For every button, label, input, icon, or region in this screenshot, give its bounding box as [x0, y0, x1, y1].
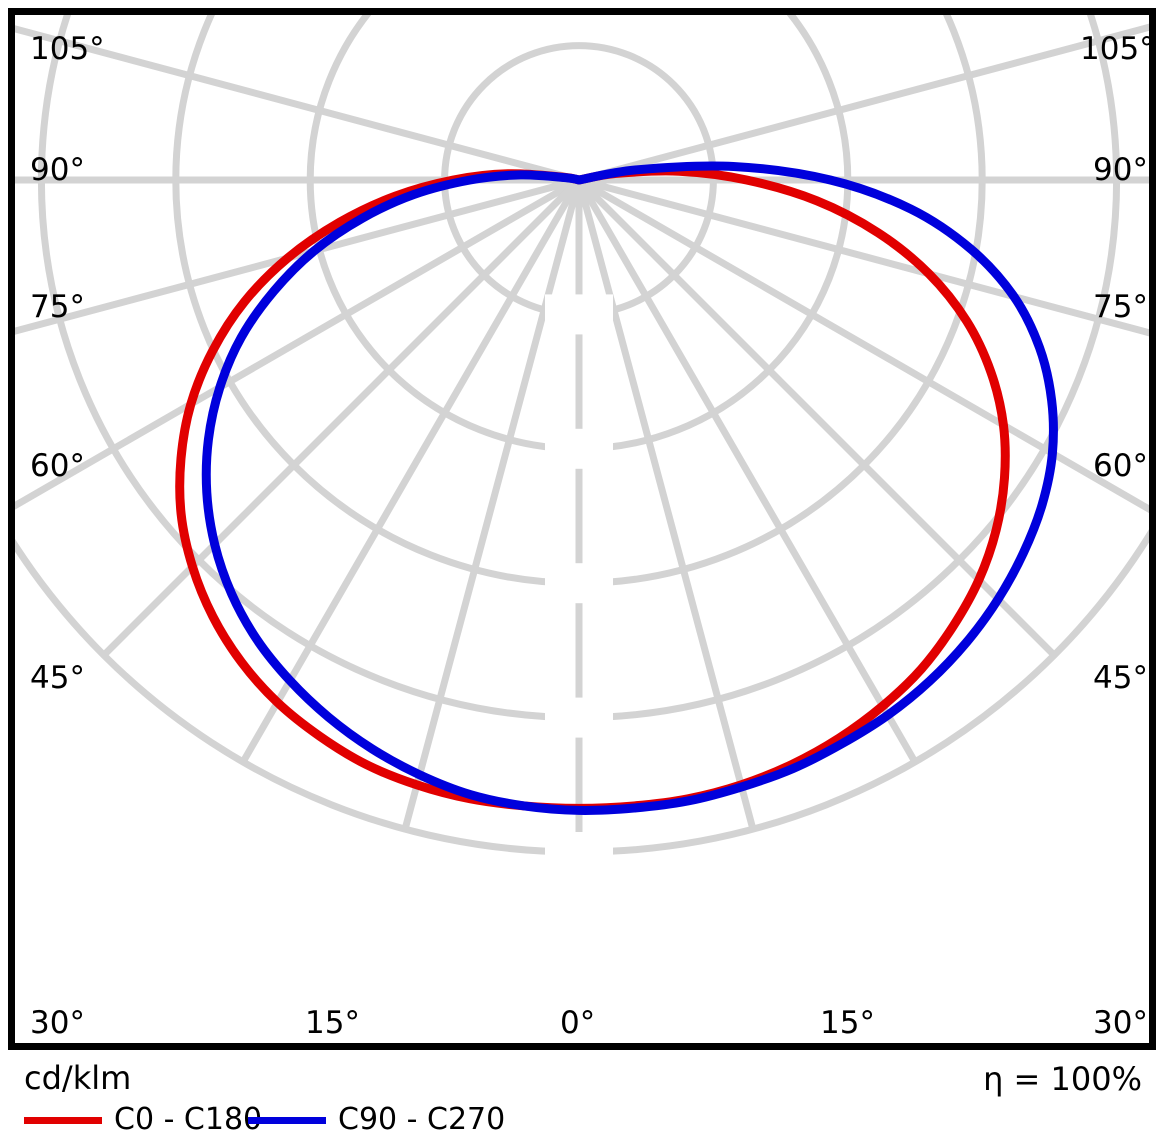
angle-tick-right-3: 60° — [1093, 448, 1148, 484]
angle-tick-bottom-0: 15° — [305, 1005, 360, 1041]
angle-tick-left-0: 105° — [30, 31, 105, 67]
grid-spoke — [15, 25, 580, 184]
grid-spoke — [575, 179, 757, 831]
grid-spoke — [15, 176, 580, 335]
angle-tick-bottom-1: 0° — [560, 1005, 596, 1041]
polar-plot-svg — [15, 15, 1149, 872]
grid-spoke — [575, 178, 919, 764]
unit-label: cd/klm — [24, 1059, 132, 1097]
radial-label-gap — [545, 428, 613, 469]
legend-label-c0-c180: C0 - C180 — [114, 1102, 263, 1137]
grid-spoke — [578, 23, 1149, 184]
legend-item-c0-c180: C0 - C180 — [24, 1102, 263, 1137]
legend-swatch-red — [24, 1116, 102, 1124]
grid-spoke — [401, 179, 583, 831]
efficiency-label: η = 100% — [983, 1060, 1142, 1098]
grid-spoke — [577, 176, 1149, 514]
angle-tick-right-5: 30° — [1093, 1005, 1148, 1041]
radial-label-gap — [545, 563, 613, 604]
radial-label-gaps — [545, 294, 613, 872]
grid-spoke — [576, 177, 1057, 658]
angle-tick-left-4: 45° — [30, 660, 85, 696]
grid-spoke — [15, 176, 581, 510]
angle-tick-right-4: 45° — [1093, 660, 1148, 696]
angle-tick-right-0: 105° — [1080, 31, 1155, 67]
angle-tick-left-3: 60° — [30, 448, 85, 484]
grid-spoke — [578, 176, 1149, 337]
grid-spoke — [101, 177, 582, 658]
legend-label-c90-c270: C90 - C270 — [338, 1102, 506, 1137]
grid-spoke — [239, 178, 583, 764]
legend-item-c90-c270: C90 - C270 — [248, 1102, 506, 1137]
angle-tick-right-1: 90° — [1093, 152, 1148, 188]
radial-label-gap — [545, 832, 613, 872]
radial-label-gap — [545, 294, 613, 335]
distribution-curves — [175, 161, 1058, 815]
angle-tick-bottom-2: 15° — [820, 1005, 875, 1041]
angle-tick-left-2: 75° — [30, 289, 85, 325]
legend: cd/klm η = 100% C0 - C180 C90 - C270 — [0, 1050, 1164, 1140]
legend-swatch-blue — [248, 1116, 326, 1124]
plot-area: 105° 90° 75° 60° 45° 30° 105° 90° 75° 60° 45° 30° 15… — [8, 8, 1156, 1050]
angle-tick-left-5: 30° — [30, 1005, 85, 1041]
angle-tick-right-2: 75° — [1093, 289, 1148, 325]
radial-label-gap — [545, 697, 613, 738]
curve-c90-c270 — [201, 161, 1058, 815]
angle-tick-left-1: 90° — [30, 152, 85, 188]
